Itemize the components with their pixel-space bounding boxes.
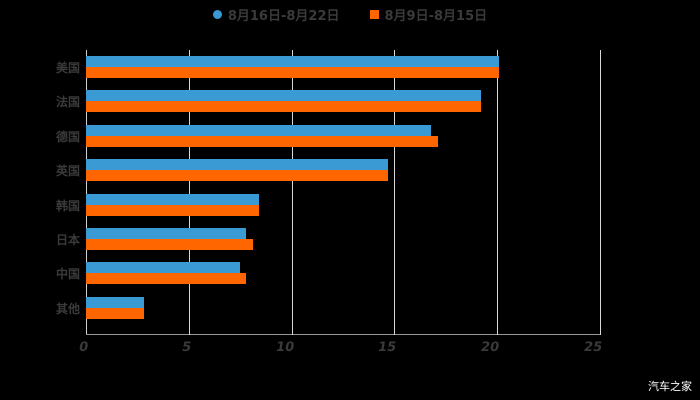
gridline <box>291 50 293 335</box>
y-axis-label: 德国 <box>55 129 80 144</box>
legend-item-series-1[interactable]: 8月16日-8月22日 <box>212 5 340 24</box>
bar[interactable] <box>86 56 500 67</box>
bar[interactable] <box>86 101 481 113</box>
bar[interactable] <box>86 273 247 285</box>
legend-item-series-2[interactable]: 8月9日-8月15日 <box>369 5 488 24</box>
x-axis-tick-label: 5 <box>180 340 193 355</box>
y-axis-label: 日本 <box>55 233 80 247</box>
plot-area <box>86 50 601 335</box>
bar[interactable] <box>86 159 389 171</box>
y-axis-label: 韩国 <box>55 198 80 213</box>
bar[interactable] <box>86 204 259 216</box>
x-axis-tick-label: 20 <box>479 340 501 355</box>
y-axis-label: 中国 <box>55 267 80 282</box>
legend-square-marker-icon <box>369 9 379 19</box>
y-axis-line <box>86 50 87 335</box>
bar[interactable] <box>86 262 241 274</box>
bar[interactable] <box>86 90 481 102</box>
bar[interactable] <box>86 296 144 308</box>
bar[interactable] <box>86 239 253 250</box>
gridline <box>497 50 499 335</box>
bar-group <box>86 124 600 147</box>
x-axis-line <box>86 334 600 335</box>
bar[interactable] <box>86 135 438 147</box>
legend-label: 8月9日-8月15日 <box>384 8 488 24</box>
legend-label: 8月16日-8月22日 <box>227 8 340 24</box>
bar[interactable] <box>86 193 259 205</box>
y-axis-label: 美国 <box>55 61 80 75</box>
bar-group <box>86 90 600 113</box>
bar-group <box>86 193 600 216</box>
gridline <box>188 50 190 335</box>
x-axis-tick-label: 10 <box>274 340 295 355</box>
chart-legend: 8月16日-8月22日 8月9日-8月15日 <box>0 4 700 24</box>
watermark: 汽车之家 <box>648 380 692 393</box>
gridline <box>394 50 396 335</box>
bar[interactable] <box>86 124 432 136</box>
bar[interactable] <box>86 228 247 239</box>
legend-circle-marker-icon <box>212 9 222 19</box>
bar-group <box>86 56 600 78</box>
bar-group <box>86 296 600 319</box>
bar[interactable] <box>86 67 500 78</box>
bar[interactable] <box>86 307 144 319</box>
x-axis-tick-label: 15 <box>376 340 398 355</box>
gridline <box>600 50 601 335</box>
y-axis-label: 法国 <box>55 95 80 110</box>
bar-group <box>86 262 600 285</box>
y-axis-label: 其他 <box>55 301 80 316</box>
x-axis-tick-label: 25 <box>582 340 604 355</box>
bar-group <box>86 159 600 182</box>
bar-group <box>86 228 600 250</box>
x-axis-tick-label: 0 <box>77 340 90 355</box>
y-axis-label: 英国 <box>55 164 80 179</box>
bar[interactable] <box>86 170 389 182</box>
